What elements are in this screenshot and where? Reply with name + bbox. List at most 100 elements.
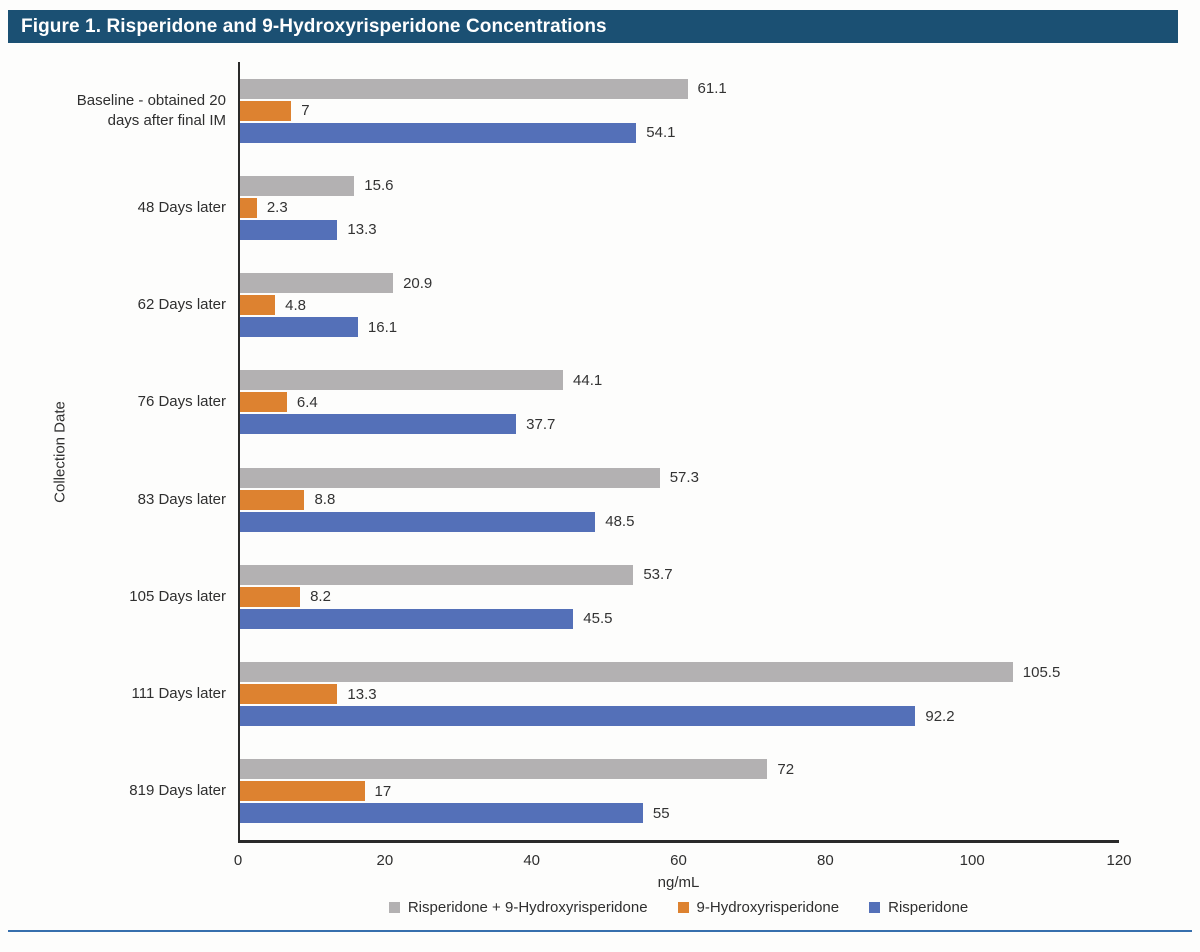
- value-label: 48.5: [605, 513, 635, 531]
- figure-title: Figure 1. Risperidone and 9-Hydroxyrispe…: [21, 15, 607, 37]
- legend-label: 9-Hydroxyrisperidone: [696, 898, 840, 916]
- value-label: 2.3: [266, 199, 288, 217]
- bar-group: 819 Days later 72 17 55: [129, 743, 1119, 840]
- category-label: 83 Days later: [137, 490, 226, 508]
- x-tick-label: 60: [670, 852, 687, 869]
- legend-item: Risperidone + 9-Hydroxyrisperidone: [388, 898, 648, 916]
- value-label: 8.8: [314, 491, 336, 509]
- y-axis-title: Collection Date: [51, 401, 69, 503]
- value-label: 8.2: [310, 588, 331, 606]
- value-label: 92.2: [925, 707, 955, 725]
- value-label: 44.1: [573, 371, 603, 389]
- value-label: 4.8: [285, 296, 307, 314]
- plot-area: Baseline - obtained 20 days after final …: [77, 62, 1119, 843]
- value-label: 6.4: [296, 393, 318, 411]
- bar: [240, 78, 688, 99]
- legend-swatch-icon: [869, 901, 881, 913]
- bar-line: 55: [240, 803, 1119, 824]
- x-tick-label: 40: [523, 852, 540, 869]
- bar: [240, 392, 287, 413]
- bar-line: 13.3: [240, 219, 1119, 240]
- value-label: 72: [777, 760, 795, 778]
- bar: [240, 781, 365, 802]
- bar-line: 45.5: [240, 608, 1119, 629]
- value-label: 15.6: [364, 177, 394, 195]
- bar: [240, 489, 305, 510]
- bar-line: 20.9: [240, 273, 1119, 294]
- bar: [240, 370, 564, 391]
- bar: [240, 122, 637, 143]
- bar-line: 44.1: [240, 370, 1119, 391]
- bar-stack: 15.6 2.3 13.3: [240, 175, 1119, 240]
- category-label: Baseline - obtained 20 days after final …: [76, 91, 226, 129]
- bar: [240, 414, 517, 435]
- bar: [240, 100, 292, 121]
- bar: [240, 467, 660, 488]
- bar-line: 54.1: [240, 122, 1119, 143]
- value-label: 13.3: [347, 221, 377, 239]
- bar-stack: 20.9 4.8 16.1: [240, 273, 1119, 338]
- value-label: 16.1: [367, 318, 398, 336]
- bar-stack: 53.7 8.2 45.5: [240, 564, 1119, 629]
- x-tick-label: 100: [959, 852, 985, 869]
- bar-line: 13.3: [240, 684, 1119, 705]
- bar-line: 92.2: [240, 706, 1119, 727]
- bar: [240, 197, 257, 218]
- bar: [240, 608, 574, 629]
- bar-line: 6.4: [240, 392, 1119, 413]
- bar: [240, 759, 768, 780]
- category-label: 105 Days later: [129, 587, 226, 605]
- bar-group: 83 Days later 57.3 8.8 48.5: [138, 451, 1119, 548]
- bar-line: 2.3: [240, 197, 1119, 218]
- bar-stack: 105.5 13.3 92.2: [240, 662, 1119, 727]
- x-axis-title: ng/mL: [657, 874, 700, 891]
- bar-line: 105.5: [240, 662, 1119, 683]
- bar: [240, 706, 916, 727]
- category-label: 48 Days later: [137, 198, 226, 216]
- x-tick-label: 20: [376, 852, 394, 869]
- legend-item: Risperidone: [869, 899, 968, 916]
- bar-line: 57.3: [240, 467, 1119, 488]
- bar-stack: 61.1 7 54.1: [240, 78, 1119, 143]
- x-tick-label: 0: [233, 852, 243, 869]
- bar-line: 48.5: [240, 511, 1119, 532]
- bar: [240, 295, 276, 316]
- bar: [240, 564, 634, 585]
- legend-label: Risperidone + 9-Hydroxyrisperidone: [407, 898, 648, 916]
- bar-line: 8.2: [240, 586, 1119, 607]
- value-label: 54.1: [646, 124, 676, 142]
- bar-stack: 57.3 8.8 48.5: [240, 467, 1119, 532]
- bar-stack: 72 17 55: [240, 759, 1119, 824]
- legend-swatch-icon: [677, 901, 689, 913]
- bar: [240, 684, 338, 705]
- bar: [240, 511, 596, 532]
- value-label: 17: [374, 782, 392, 800]
- bar: [240, 586, 301, 607]
- legend-label: Risperidone: [888, 898, 969, 916]
- bar-group: 48 Days later 15.6 2.3 13.3: [138, 159, 1119, 256]
- value-label: 13.3: [347, 685, 377, 703]
- bar: [240, 803, 643, 824]
- bar-group: 62 Days later 20.9 4.8 16.1: [138, 257, 1119, 354]
- bar-line: 53.7: [240, 564, 1119, 585]
- footer-rule: [8, 930, 1192, 932]
- bar-group: 76 Days later 44.1 6.4 37.7: [138, 354, 1119, 451]
- bar-line: 16.1: [240, 317, 1119, 338]
- value-label: 20.9: [403, 274, 433, 292]
- value-label: 57.3: [669, 469, 699, 487]
- bar-line: 37.7: [240, 414, 1119, 435]
- bar: [240, 219, 338, 240]
- bar-line: 4.8: [240, 295, 1119, 316]
- x-axis-ticks: 0 20 40 60 80 100 120: [234, 852, 1132, 872]
- value-label: 105.5: [1022, 663, 1061, 681]
- bar: [240, 662, 1013, 683]
- category-label: 76 Days later: [137, 393, 226, 411]
- bar-line: 15.6: [240, 175, 1119, 196]
- bar-group: Baseline - obtained 20 days after final …: [77, 62, 1119, 159]
- x-tick-label: 120: [1106, 852, 1132, 869]
- bar-group: 111 Days later 105.5 13.3 92.2: [132, 646, 1119, 743]
- legend-item: 9-Hydroxyrisperidone: [677, 898, 840, 916]
- bar-stack: 44.1 6.4 37.7: [240, 370, 1119, 435]
- bar-group: 105 Days later 53.7 8.2 45.5: [129, 548, 1119, 645]
